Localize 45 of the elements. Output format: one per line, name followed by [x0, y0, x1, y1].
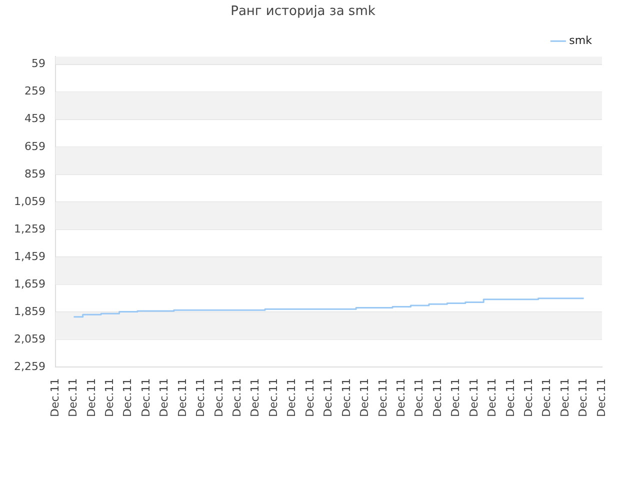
x-tick-label: Dec.11 — [84, 378, 98, 417]
x-tick-label: Dec.11 — [248, 378, 262, 417]
x-tick-label: Dec.11 — [558, 378, 572, 417]
x-tick-label: Dec.11 — [322, 378, 335, 417]
y-tick-label: 459 — [24, 112, 46, 126]
y-tick-label: 259 — [24, 84, 46, 98]
y-tick-label: 2,259 — [14, 360, 46, 374]
x-tick-label: Dec.11 — [176, 378, 189, 417]
x-tick-label: Dec.11 — [504, 378, 517, 417]
y-tick-label: 59 — [31, 57, 46, 70]
y-tick-label: 659 — [24, 140, 46, 153]
y-tick-label: 1,259 — [14, 222, 46, 236]
x-tick-label: Dec.11 — [121, 378, 134, 417]
x-tick-label: Dec.11 — [467, 378, 480, 417]
x-tick-label: Dec.11 — [412, 378, 426, 417]
x-tick-label: Dec.11 — [303, 378, 316, 417]
x-tick-label: Dec.11 — [66, 378, 80, 417]
x-tick-label: Dec.11 — [194, 378, 208, 417]
chart-title: Ранг историја за smk — [230, 4, 376, 20]
y-tick-label: 1,659 — [14, 277, 46, 290]
y-tick-label: 1,059 — [14, 194, 46, 208]
x-tick-label: Dec.11 — [486, 378, 499, 417]
x-tick-label: Dec.11 — [540, 378, 554, 417]
x-tick-label: Dec.11 — [394, 378, 408, 417]
x-tick-label: Dec.11 — [48, 378, 62, 417]
x-tick-label: Dec.11 — [522, 378, 535, 417]
x-tick-label: Dec.11 — [576, 378, 590, 417]
x-tick-label: Dec.11 — [449, 378, 462, 417]
x-tick-label: Dec.11 — [340, 378, 353, 417]
y-tick-label: 2,059 — [14, 332, 46, 346]
x-tick-label: Dec.11 — [139, 378, 152, 417]
y-tick-label: 1,459 — [14, 250, 46, 263]
x-tick-label: Dec.11 — [285, 378, 298, 417]
x-tick-label: Dec.11 — [376, 378, 390, 417]
x-tick-label: Dec.11 — [430, 378, 444, 417]
x-tick-label: Dec.11 — [594, 378, 608, 417]
x-tick-label: Dec.11 — [358, 378, 372, 417]
x-tick-label: Dec.11 — [158, 378, 171, 417]
x-tick-label: Dec.11 — [103, 378, 116, 417]
x-tick-label: Dec.11 — [266, 378, 280, 417]
y-tick-label: 1,859 — [14, 305, 46, 318]
legend-label: smk — [569, 34, 593, 47]
x-tick-label: Dec.11 — [230, 378, 244, 417]
x-tick-label: Dec.11 — [212, 378, 226, 417]
y-tick-label: 859 — [24, 167, 46, 180]
